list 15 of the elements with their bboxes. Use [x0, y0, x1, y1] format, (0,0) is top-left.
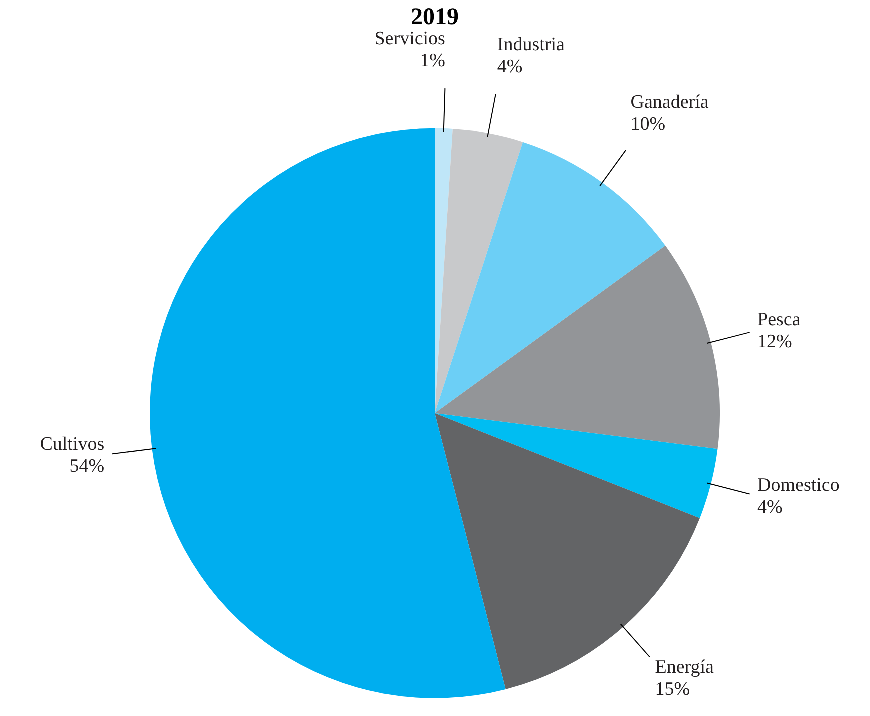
- data-label: 15%: [655, 679, 690, 700]
- slice-label: Servicios: [374, 28, 446, 50]
- slice-label: Industria: [497, 34, 566, 56]
- data-label: 54%: [70, 456, 105, 478]
- data-label: 12%: [758, 332, 793, 353]
- slice-label: Energía: [655, 657, 715, 678]
- data-label: 4%: [497, 56, 523, 78]
- data-label: 1%: [420, 50, 446, 72]
- data-label: 10%: [630, 114, 666, 135]
- slice-label: Domestico: [758, 475, 840, 496]
- chart-title: 2019: [411, 4, 459, 31]
- slice-label: Ganadería: [630, 92, 710, 113]
- slice-label: Cultivos: [40, 434, 105, 456]
- slice-label: Pesca: [758, 310, 802, 331]
- data-label: 4%: [758, 497, 784, 518]
